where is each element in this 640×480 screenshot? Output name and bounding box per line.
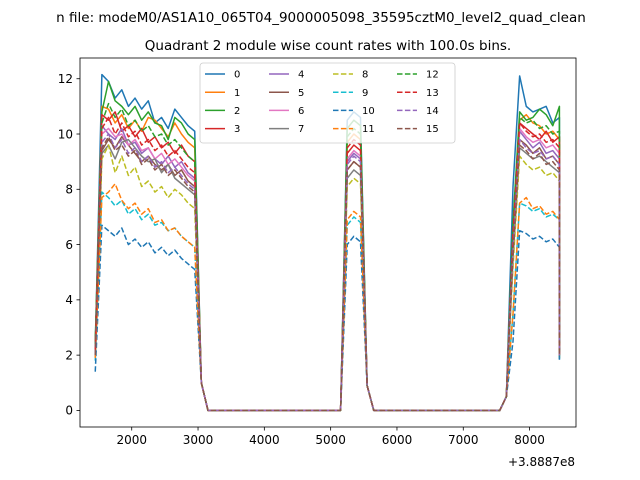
legend-label-15: 15 [426, 124, 439, 135]
legend-label-9: 9 [362, 88, 368, 99]
legend-label-1: 1 [234, 88, 240, 99]
chart-suptitle: n file: modeM0/AS1A10_065T04_9000005098_… [56, 10, 586, 26]
x-tick-label: 8000 [514, 433, 545, 447]
series-line-8 [94, 144, 561, 412]
series-line-11 [94, 183, 561, 412]
legend-label-6: 6 [298, 106, 304, 117]
legend-label-4: 4 [298, 70, 304, 81]
y-tick-label: 12 [58, 72, 73, 86]
legend-box [199, 62, 456, 144]
x-offset-label: +3.8887e8 [508, 455, 575, 469]
x-tick-label: 6000 [382, 433, 413, 447]
y-tick-label: 6 [65, 238, 73, 252]
plot-area [94, 73, 561, 412]
legend-label-8: 8 [362, 70, 368, 81]
x-tick-label: 4000 [249, 433, 280, 447]
series-line-7 [94, 138, 561, 412]
legend-label-13: 13 [426, 88, 439, 99]
legend-label-10: 10 [362, 106, 375, 117]
chart-title: Quadrant 2 module wise count rates with … [145, 38, 511, 54]
series-line-3 [94, 111, 561, 412]
series-line-10 [94, 224, 561, 412]
y-tick-label: 10 [58, 127, 73, 141]
legend-label-12: 12 [426, 70, 439, 81]
series-line-14 [94, 133, 561, 412]
y-tick-label: 2 [65, 348, 73, 362]
legend-label-14: 14 [426, 106, 439, 117]
series-line-9 [94, 191, 561, 412]
y-tick-label: 4 [65, 293, 73, 307]
series-line-5 [94, 136, 561, 412]
legend-label-0: 0 [234, 70, 240, 81]
series-line-15 [94, 136, 561, 412]
y-tick-label: 0 [65, 404, 73, 418]
plot-frame [79, 57, 577, 428]
legend-label-7: 7 [298, 124, 304, 135]
legend-label-5: 5 [298, 88, 304, 99]
y-tick-label: 8 [65, 183, 73, 197]
x-tick-label: 2000 [116, 433, 147, 447]
x-tick-label: 5000 [315, 433, 346, 447]
legend-label-11: 11 [362, 124, 375, 135]
x-tick-label: 3000 [183, 433, 214, 447]
legend-label-3: 3 [234, 124, 240, 135]
x-tick-label: 7000 [448, 433, 479, 447]
legend-label-2: 2 [234, 106, 240, 117]
